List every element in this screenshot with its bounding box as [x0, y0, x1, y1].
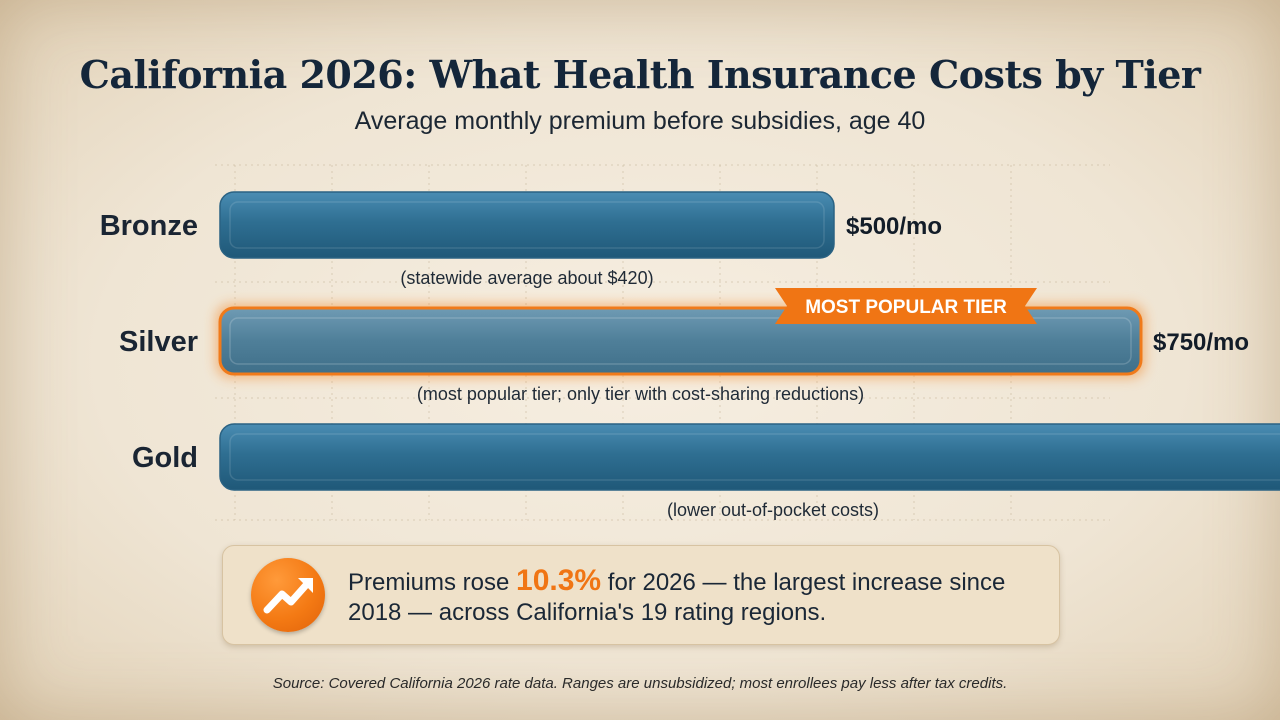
callout-text-before: Premiums rose: [348, 569, 517, 596]
bar-note-gold: (lower out-of-pocket costs): [667, 500, 879, 520]
chart-title: California 2026: What Health Insurance C…: [79, 52, 1201, 97]
badge-label: MOST POPULAR TIER: [805, 297, 1007, 318]
bar-inner-silver: [229, 317, 1132, 365]
bar-bronze: [219, 191, 835, 259]
bar-silver: [218, 306, 1143, 376]
badge-ribbon: [775, 288, 1037, 324]
bars: Bronze $500/mo (statewide average about $4…: [100, 191, 1280, 520]
trend-up-icon: [251, 558, 325, 632]
bar-inner-gold: [229, 433, 1280, 481]
callout-text: Premiums rose 10.3% for 2026 — the large…: [348, 566, 1038, 628]
bar-gold: [219, 423, 1280, 491]
callout-highlight: 10.3%: [516, 564, 602, 597]
source-footnote: Source: Covered California 2026 rate dat…: [272, 675, 1008, 692]
category-label-silver: Silver: [119, 326, 198, 358]
chart-subtitle: Average monthly premium before subsidies…: [354, 107, 926, 135]
bar-note-bronze: (statewide average about $420): [400, 268, 653, 288]
value-label-silver: $750/mo: [1153, 329, 1249, 356]
category-label-bronze: Bronze: [100, 210, 198, 242]
bar-inner-bronze: [229, 201, 825, 249]
callout-text-after: for 2026 — the largest increase since 20…: [348, 569, 1006, 626]
most-popular-badge: MOST POPULAR TIER: [775, 288, 1037, 324]
value-label-bronze: $500/mo: [846, 213, 942, 240]
category-label-gold: Gold: [132, 442, 198, 474]
callout-box: Premiums rose 10.3% for 2026 — the large…: [222, 545, 1060, 645]
bar-note-silver: (most popular tier; only tier with cost-…: [417, 384, 864, 404]
